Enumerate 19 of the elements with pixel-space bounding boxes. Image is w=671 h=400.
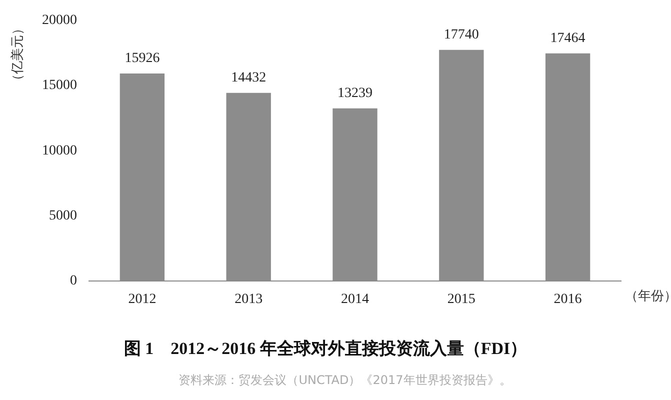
- x-tick-label: 2013: [234, 292, 263, 307]
- y-tick-label: 5000: [49, 208, 77, 224]
- data-label: 17740: [444, 27, 479, 42]
- x-tick-label: 2016: [554, 292, 582, 307]
- y-tick-label: 20000: [42, 13, 77, 28]
- x-tick-label: 2012: [128, 292, 156, 307]
- data-label: 13239: [338, 86, 372, 102]
- text: 资料来源：贸发会议（UNCTAD）《2017年世界投资报告》。: [178, 373, 512, 388]
- y-tick-label: 15000: [42, 78, 77, 94]
- y-tick-label: 0: [70, 273, 77, 288]
- x-axis-title: （年份）: [625, 289, 671, 304]
- data-label: 17464: [550, 31, 586, 46]
- x-tick-label: 2014: [341, 292, 369, 307]
- y-axis-title: （亿美元）: [9, 22, 26, 87]
- text: 图 1 2012～2016 年全球对外直接投资流入量（FDI）: [124, 339, 528, 358]
- data-label: 14432: [231, 70, 266, 86]
- data-label: 15926: [124, 51, 160, 66]
- x-tick-label: 2015: [447, 292, 476, 307]
- y-tick-label: 10000: [42, 143, 77, 158]
